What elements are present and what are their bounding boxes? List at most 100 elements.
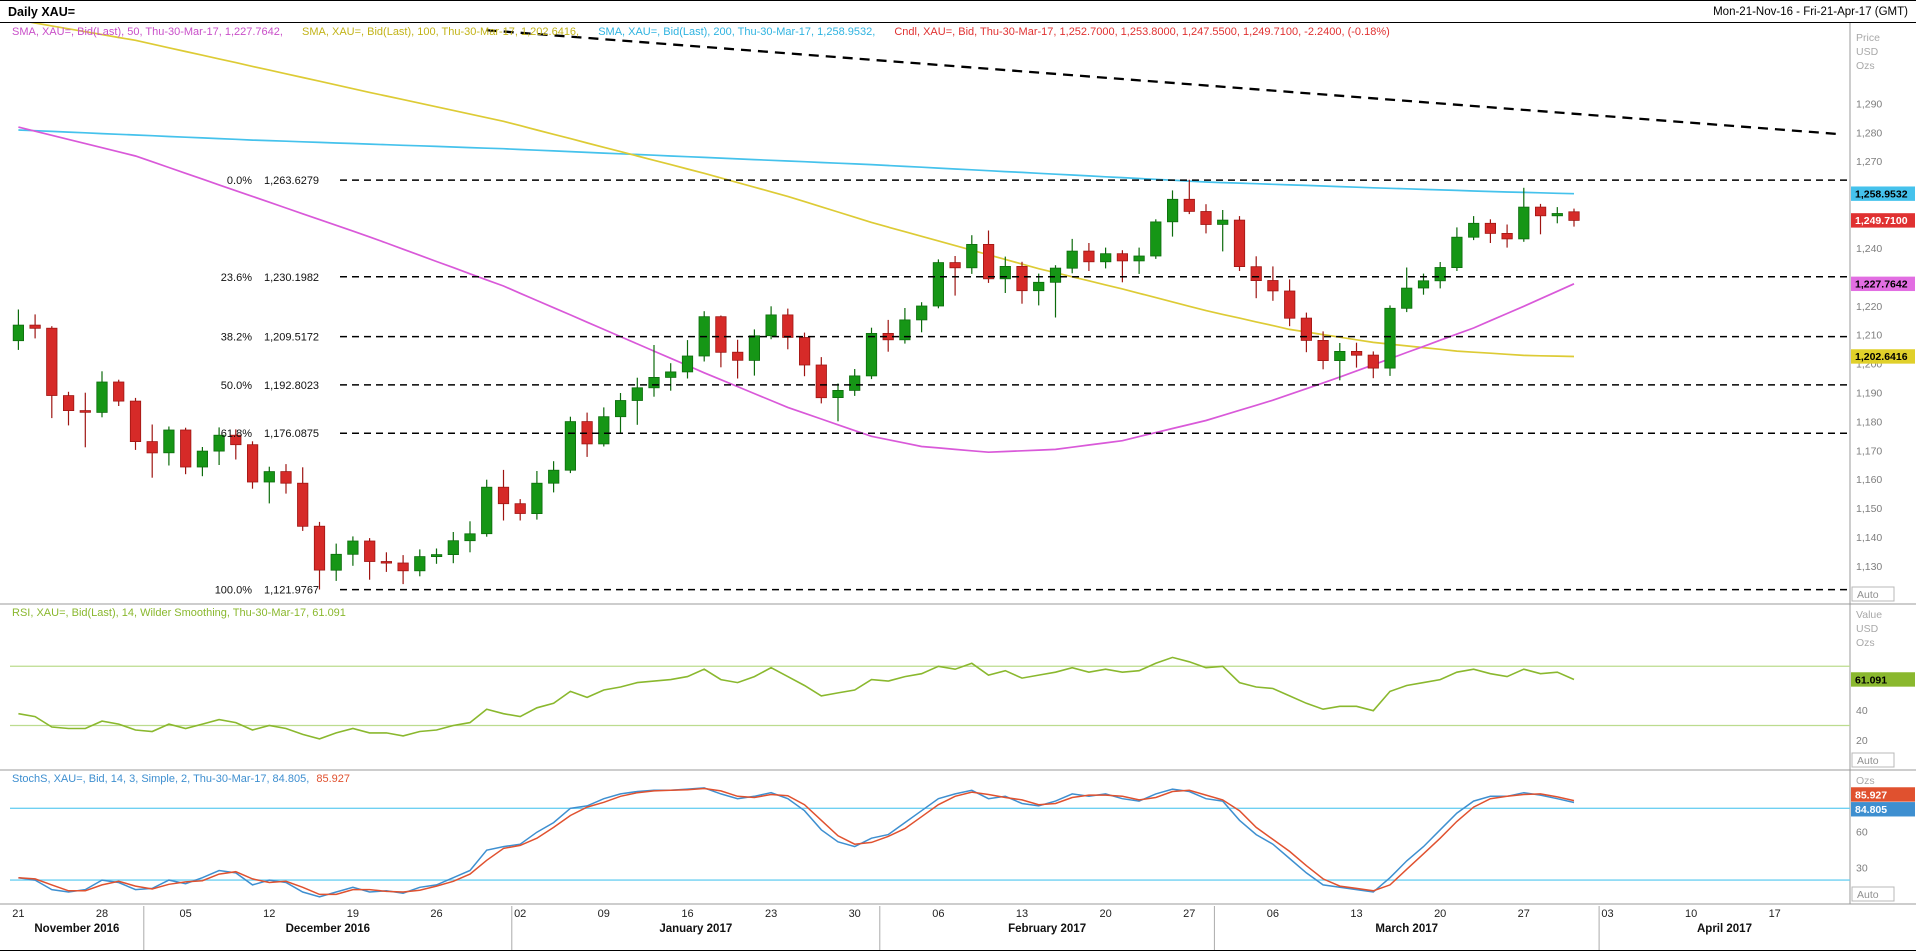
candle: [932, 262, 945, 307]
day-tick: 06: [932, 908, 944, 920]
day-tick: 05: [179, 908, 191, 920]
candle: [146, 441, 158, 454]
candle: [1167, 198, 1179, 223]
month-label: November 2016: [34, 923, 119, 935]
svg-text:84.805: 84.805: [1855, 804, 1887, 816]
chart-title: Daily XAU=: [8, 4, 76, 19]
candle: [1334, 350, 1346, 361]
price-axis: Price USD Ozs 1,130 1,140 1,150 1,160 1,170 1,18…: [1851, 32, 1915, 602]
fib-value-label: 1,192.8023: [264, 380, 319, 392]
candle: [1568, 211, 1580, 221]
axis-badge: [1851, 213, 1915, 228]
candle: [96, 381, 108, 413]
candle: [163, 429, 175, 454]
candle: [983, 243, 995, 280]
candle: [631, 387, 643, 401]
sma100-line: [30, 23, 1575, 358]
candle: [180, 429, 192, 468]
price-tick: 1,130: [1856, 561, 1882, 573]
price-tick: 1,220: [1856, 301, 1882, 313]
candle: [799, 337, 811, 366]
svg-text:1,227.7642: 1,227.7642: [1855, 279, 1908, 291]
candle: [1100, 253, 1112, 263]
axis-badge: [1851, 349, 1915, 364]
trendline[interactable]: [486, 29, 1842, 136]
candle: [1434, 267, 1446, 282]
candle: [79, 410, 91, 413]
month-label: March 2017: [1375, 923, 1438, 935]
candle: [1049, 267, 1062, 283]
candle: [481, 486, 493, 535]
axis-badge: [1851, 186, 1915, 201]
month-label: February 2017: [1008, 923, 1086, 935]
day-tick: 02: [514, 908, 526, 920]
rsi-axis-title: USD: [1856, 623, 1879, 635]
candle: [347, 540, 359, 555]
day-tick: 27: [1183, 908, 1195, 920]
svg-text:Auto[interactable]: Auto: [1857, 589, 1879, 601]
price-tick: 1,150: [1856, 503, 1882, 515]
candle: [1217, 219, 1229, 225]
rsi-line: [18, 656, 1575, 740]
candle: [1468, 222, 1480, 238]
day-tick: 03: [1601, 908, 1613, 920]
auto-scale-box[interactable]: [1851, 752, 1895, 768]
day-tick: 27: [1518, 908, 1530, 920]
stoch-panel: Ozs 60 30 85.927 84.805 Auto: [10, 775, 1915, 902]
candle: [1183, 198, 1195, 212]
fib-value-label: 1,121.9767: [264, 585, 319, 597]
fib-value-label: 1,176.0875: [264, 428, 319, 440]
rsi-axis-title: Value: [1856, 609, 1882, 621]
candle: [364, 540, 376, 562]
candle: [1501, 232, 1513, 240]
price-tick: 1,240: [1856, 243, 1882, 255]
stoch-d-line: [18, 787, 1575, 896]
svg-text:1,202.6416: 1,202.6416: [1855, 351, 1908, 363]
candle: [1551, 213, 1563, 217]
day-tick: 23: [765, 908, 777, 920]
day-tick: 17: [1769, 908, 1781, 920]
candle: [447, 540, 459, 556]
candle: [1535, 206, 1547, 217]
candle: [1451, 236, 1463, 268]
candle: [1351, 350, 1363, 356]
day-tick: 28: [96, 908, 108, 920]
candle: [213, 434, 225, 452]
legend-rsi: RSI, XAU=, Bid(Last), 14, Wilder Smoothi…: [12, 607, 346, 619]
fib-pct-label: 100.0%: [215, 585, 253, 597]
auto-scale-box[interactable]: [1851, 886, 1895, 902]
legend-candle: Cndl, XAU=, Bid, Thu-30-Mar-17, 1,252.70…: [894, 26, 1390, 38]
svg-text:Auto[interactable]: Auto: [1857, 755, 1879, 767]
svg-text:1,249.7100: 1,249.7100: [1855, 215, 1908, 227]
candle: [313, 525, 326, 571]
candle: [414, 556, 426, 572]
stoch-tick: 60: [1856, 827, 1868, 839]
candle: [732, 351, 744, 361]
candle: [648, 376, 660, 389]
stoch-tick: 30: [1856, 863, 1868, 875]
candle: [1300, 317, 1312, 341]
fib-pct-label: 61.8%: [221, 428, 252, 440]
price-axis-title: Ozs: [1856, 60, 1875, 72]
rsi-tick: 40: [1856, 705, 1868, 717]
candle: [29, 324, 41, 329]
price-axis-title: Price: [1856, 32, 1880, 44]
candle: [916, 305, 928, 321]
candle: [497, 486, 510, 505]
auto-scale-box[interactable]: [1851, 586, 1895, 602]
candle: [564, 421, 577, 471]
day-tick: 10: [1685, 908, 1697, 920]
candle: [1250, 266, 1262, 282]
candle: [1066, 250, 1078, 269]
candle: [1233, 219, 1246, 268]
legend-stoch-d: 85.927: [316, 773, 350, 785]
candle: [1150, 221, 1162, 257]
svg-text:Auto[interactable]: Auto: [1857, 889, 1879, 901]
candle: [899, 319, 911, 341]
day-tick: 30: [849, 908, 861, 920]
candle: [430, 554, 443, 557]
candle: [1484, 222, 1496, 234]
candle: [1033, 281, 1045, 292]
